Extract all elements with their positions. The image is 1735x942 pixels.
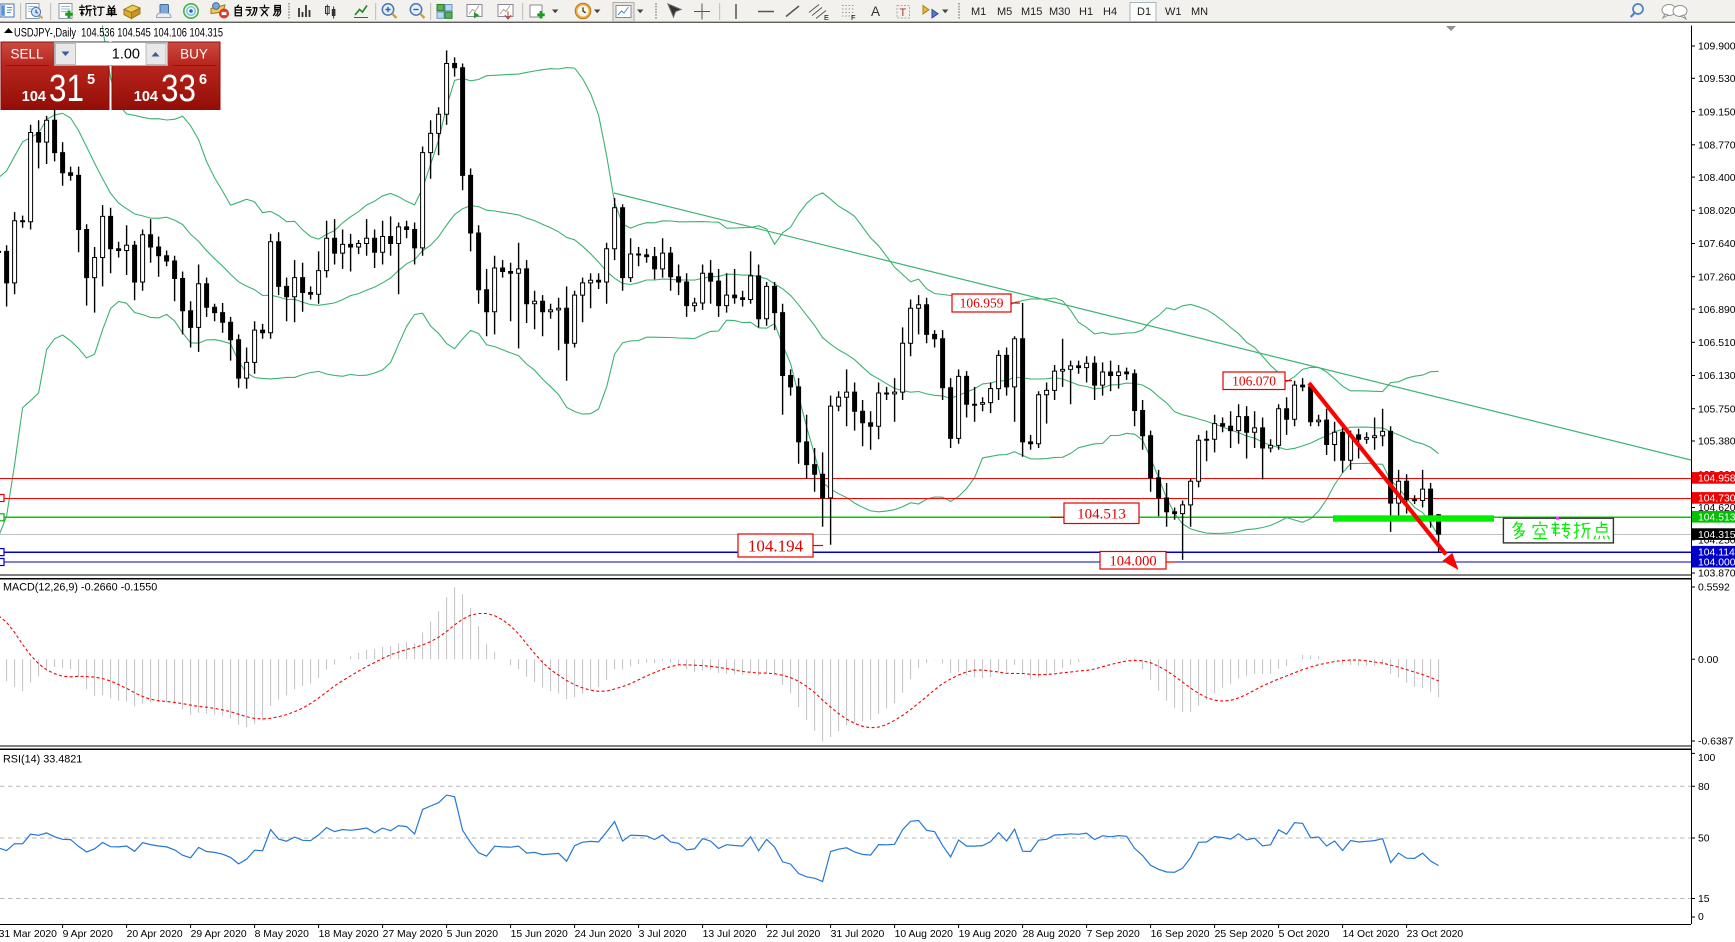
- svg-text:1.00: 1.00: [112, 47, 140, 63]
- svg-text:50: 50: [1698, 834, 1710, 845]
- svg-text:F: F: [851, 13, 856, 22]
- svg-text:106.070: 106.070: [1232, 373, 1276, 388]
- svg-text:33: 33: [161, 68, 196, 110]
- svg-text:MN: MN: [1191, 6, 1208, 18]
- svg-text:103.870: 103.870: [1698, 569, 1735, 580]
- svg-text:104.315: 104.315: [1698, 530, 1735, 541]
- svg-text:104.513: 104.513: [1077, 507, 1126, 523]
- svg-text:18 May 2020: 18 May 2020: [319, 929, 379, 940]
- svg-text:3 Jul 2020: 3 Jul 2020: [639, 929, 687, 940]
- svg-text:8 May 2020: 8 May 2020: [255, 929, 310, 940]
- svg-text:104.000: 104.000: [1698, 557, 1735, 568]
- svg-text:9 Apr 2020: 9 Apr 2020: [63, 929, 113, 940]
- svg-text:104.194: 104.194: [748, 536, 804, 555]
- svg-text:T: T: [900, 7, 907, 19]
- svg-text:14 Oct 2020: 14 Oct 2020: [1343, 929, 1400, 940]
- svg-text:104.114: 104.114: [1698, 547, 1735, 558]
- svg-text:109.150: 109.150: [1698, 107, 1735, 118]
- svg-text:5 Jun 2020: 5 Jun 2020: [447, 929, 499, 940]
- svg-text:108.400: 108.400: [1698, 173, 1735, 184]
- svg-text:80: 80: [1698, 782, 1710, 793]
- svg-text:7 Sep 2020: 7 Sep 2020: [1087, 929, 1140, 940]
- svg-text:28 Aug 2020: 28 Aug 2020: [1023, 929, 1082, 940]
- svg-text:106.890: 106.890: [1698, 305, 1735, 316]
- svg-text:105.380: 105.380: [1698, 437, 1735, 448]
- svg-text:104.620: 104.620: [1698, 503, 1735, 514]
- svg-text:107.260: 107.260: [1698, 272, 1735, 283]
- svg-text:15 Jun 2020: 15 Jun 2020: [511, 929, 568, 940]
- svg-text:29 Apr 2020: 29 Apr 2020: [191, 929, 247, 940]
- svg-text:20 Apr 2020: 20 Apr 2020: [127, 929, 183, 940]
- svg-text:M30: M30: [1049, 6, 1070, 18]
- svg-text:107.640: 107.640: [1698, 239, 1735, 250]
- svg-text:109.900: 109.900: [1698, 42, 1735, 53]
- svg-text:22 Jul 2020: 22 Jul 2020: [767, 929, 821, 940]
- svg-text:24 Jun 2020: 24 Jun 2020: [575, 929, 632, 940]
- svg-text:109.530: 109.530: [1698, 74, 1735, 85]
- svg-text:W1: W1: [1165, 6, 1182, 18]
- svg-text:105.750: 105.750: [1698, 404, 1735, 415]
- svg-text:10 Aug 2020: 10 Aug 2020: [895, 929, 954, 940]
- svg-text:0.00: 0.00: [1698, 655, 1718, 666]
- svg-text:6: 6: [199, 72, 207, 88]
- svg-text:104.513: 104.513: [1698, 513, 1735, 524]
- svg-text:D1: D1: [1137, 6, 1151, 18]
- svg-text:31 Jul 2020: 31 Jul 2020: [831, 929, 885, 940]
- svg-text:31 Mar 2020: 31 Mar 2020: [0, 929, 57, 940]
- svg-text:104: 104: [22, 89, 46, 105]
- svg-text:100: 100: [1698, 753, 1716, 764]
- svg-text:E: E: [824, 13, 829, 22]
- svg-text:25 Sep 2020: 25 Sep 2020: [1215, 929, 1274, 940]
- svg-text:RSI(14) 33.4821: RSI(14) 33.4821: [3, 754, 82, 766]
- svg-text:15: 15: [1698, 894, 1710, 905]
- svg-text:108.770: 108.770: [1698, 141, 1735, 152]
- svg-text:106.959: 106.959: [960, 296, 1004, 311]
- svg-text:M15: M15: [1021, 6, 1042, 18]
- svg-text:104.958: 104.958: [1698, 474, 1735, 485]
- svg-text:27 May 2020: 27 May 2020: [383, 929, 443, 940]
- svg-text:104.250: 104.250: [1698, 536, 1735, 547]
- svg-text:5 Oct 2020: 5 Oct 2020: [1279, 929, 1330, 940]
- svg-text:MACD(12,26,9) -0.2660 -0.1550: MACD(12,26,9) -0.2660 -0.1550: [3, 582, 157, 594]
- svg-text:-0.6387: -0.6387: [1698, 737, 1733, 748]
- svg-text:104.000: 104.000: [1109, 553, 1156, 569]
- svg-text:0.5592: 0.5592: [1698, 583, 1730, 594]
- svg-text:104.730: 104.730: [1698, 494, 1735, 505]
- svg-text:M1: M1: [971, 6, 986, 18]
- svg-text:16 Sep 2020: 16 Sep 2020: [1151, 929, 1210, 940]
- svg-text:H1: H1: [1079, 6, 1093, 18]
- svg-text:106.130: 106.130: [1698, 371, 1735, 382]
- svg-text:31: 31: [49, 68, 84, 110]
- svg-text:A: A: [871, 4, 880, 19]
- svg-text:23 Oct 2020: 23 Oct 2020: [1407, 929, 1464, 940]
- svg-text:SELL: SELL: [10, 47, 44, 62]
- svg-text:M5: M5: [997, 6, 1012, 18]
- svg-text:BUY: BUY: [180, 47, 208, 62]
- svg-text:5: 5: [87, 72, 95, 88]
- svg-text:108.020: 108.020: [1698, 206, 1735, 217]
- svg-text:106.510: 106.510: [1698, 338, 1735, 349]
- svg-text:13 Jul 2020: 13 Jul 2020: [703, 929, 757, 940]
- svg-text:104: 104: [134, 89, 158, 105]
- svg-text:H4: H4: [1103, 6, 1117, 18]
- svg-text:USDJPY-,Daily 104.536 104.545: USDJPY-,Daily 104.536 104.545 104.106 10…: [14, 27, 223, 39]
- svg-text:19 Aug 2020: 19 Aug 2020: [959, 929, 1018, 940]
- svg-text:0: 0: [1698, 912, 1704, 923]
